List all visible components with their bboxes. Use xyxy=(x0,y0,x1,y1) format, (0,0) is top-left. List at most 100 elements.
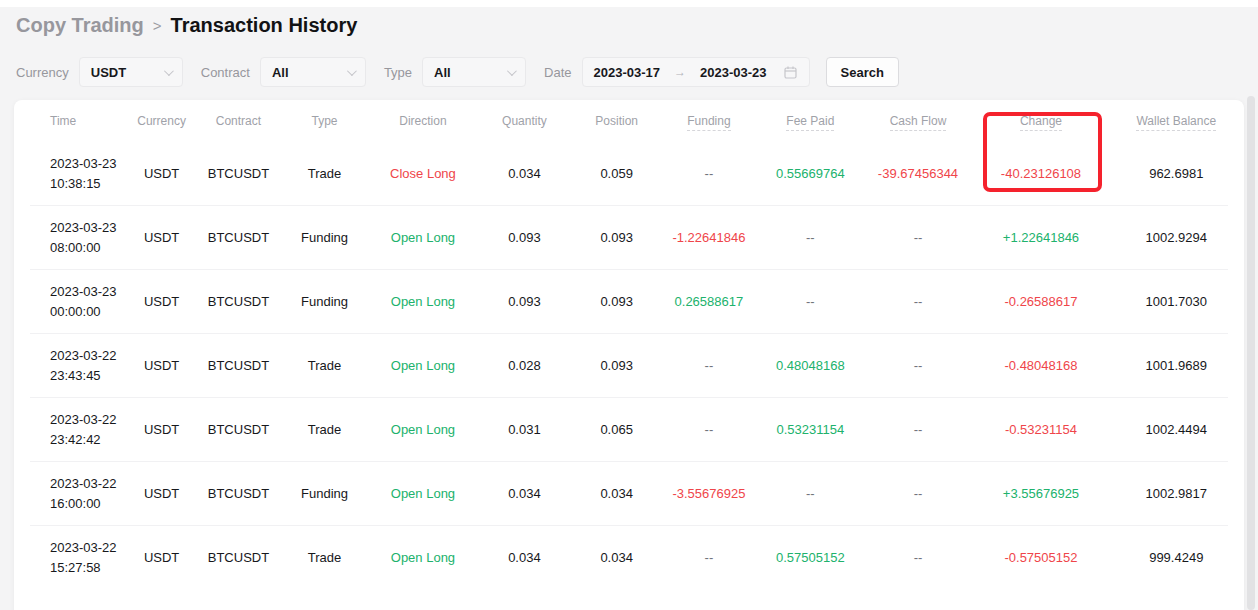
cell-quantity: 0.034 xyxy=(475,165,573,183)
cell-time-clock: 08:00:00 xyxy=(50,238,125,258)
cell-time-clock: 00:00:00 xyxy=(50,302,125,322)
cell-change: -40.23126108 xyxy=(973,165,1108,183)
column-header-label: Cash Flow xyxy=(890,114,947,131)
type-dropdown[interactable]: All xyxy=(422,57,526,87)
contract-dropdown-value: All xyxy=(272,65,289,80)
window-top-strip xyxy=(0,0,1258,7)
scrollbar-track xyxy=(1246,96,1256,610)
column-header-position: Position xyxy=(574,114,660,128)
cell-time: 2023-03-2310:38:15 xyxy=(14,154,125,194)
cell-change: -0.53231154 xyxy=(973,421,1108,439)
column-header-time: Time xyxy=(14,114,125,128)
column-header-label: Currency xyxy=(137,114,186,128)
cell-quantity: 0.034 xyxy=(475,485,573,503)
cell-contract: BTCUSDT xyxy=(198,357,278,375)
column-header-label: Type xyxy=(312,114,338,128)
cell-position: 0.065 xyxy=(574,421,660,439)
column-header-direction: Direction xyxy=(371,114,476,128)
cell-type: Funding xyxy=(278,485,370,503)
cell-time-clock: 10:38:15 xyxy=(50,174,125,194)
cell-direction: Open Long xyxy=(371,357,476,375)
cell-contract: BTCUSDT xyxy=(198,229,278,247)
cell-time-date: 2023-03-22 xyxy=(50,346,125,366)
cell-fee_paid: 0.53231154 xyxy=(758,421,863,439)
calendar-icon[interactable] xyxy=(783,65,798,80)
cell-position: 0.034 xyxy=(574,485,660,503)
cell-funding: -- xyxy=(660,165,758,183)
table-row: 2023-03-2308:00:00USDTBTCUSDTFundingOpen… xyxy=(14,206,1244,270)
cell-quantity: 0.093 xyxy=(475,293,573,311)
column-header-currency: Currency xyxy=(125,114,199,128)
column-header-cash_flow[interactable]: Cash Flow xyxy=(863,114,974,128)
page-title: Transaction History xyxy=(171,14,358,37)
cell-time: 2023-03-2223:42:42 xyxy=(14,410,125,450)
column-header-label: Time xyxy=(50,114,76,128)
column-header-contract: Contract xyxy=(198,114,278,128)
cell-wallet_balance: 999.4249 xyxy=(1109,549,1244,567)
column-header-change[interactable]: Change xyxy=(973,114,1108,128)
chevron-down-icon xyxy=(347,66,357,76)
cell-change: -0.26588617 xyxy=(973,293,1108,311)
cell-contract: BTCUSDT xyxy=(198,485,278,503)
column-header-wallet_balance[interactable]: Wallet Balance xyxy=(1109,114,1244,128)
vertical-scrollbar[interactable] xyxy=(1247,96,1255,610)
cell-currency: USDT xyxy=(125,421,199,439)
table-row: 2023-03-2223:43:45USDTBTCUSDTTradeOpen L… xyxy=(14,334,1244,398)
cell-wallet_balance: 1001.9689 xyxy=(1109,357,1244,375)
date-range-picker[interactable]: 2023-03-17 → 2023-03-23 xyxy=(582,57,810,87)
cell-time-clock: 23:43:45 xyxy=(50,366,125,386)
cell-change: +1.22641846 xyxy=(973,229,1108,247)
cell-quantity: 0.034 xyxy=(475,549,573,567)
cell-direction: Close Long xyxy=(371,165,476,183)
cell-contract: BTCUSDT xyxy=(198,293,278,311)
cell-time-date: 2023-03-22 xyxy=(50,474,125,494)
transaction-table-card: TimeCurrencyContractTypeDirectionQuantit… xyxy=(14,100,1244,610)
search-button[interactable]: Search xyxy=(826,57,899,87)
cell-funding: -- xyxy=(660,549,758,567)
filter-bar: Currency USDT Contract All Type All Date… xyxy=(16,57,899,87)
cell-time-date: 2023-03-23 xyxy=(50,282,125,302)
cell-time-clock: 23:42:42 xyxy=(50,430,125,450)
cell-position: 0.093 xyxy=(574,293,660,311)
date-start-value[interactable]: 2023-03-17 xyxy=(594,65,661,80)
breadcrumb-copy-trading-link[interactable]: Copy Trading xyxy=(16,14,144,37)
cell-time-date: 2023-03-23 xyxy=(50,218,125,238)
column-header-funding[interactable]: Funding xyxy=(660,114,758,128)
date-range-arrow: → xyxy=(674,65,686,79)
column-header-label: Position xyxy=(595,114,638,128)
column-header-label: Fee Paid xyxy=(786,114,834,131)
cell-fee_paid: -- xyxy=(758,229,863,247)
cell-cash_flow: -- xyxy=(863,485,974,503)
cell-position: 0.093 xyxy=(574,229,660,247)
currency-dropdown[interactable]: USDT xyxy=(79,57,183,87)
cell-wallet_balance: 1002.4494 xyxy=(1109,421,1244,439)
cell-time-date: 2023-03-22 xyxy=(50,538,125,558)
cell-contract: BTCUSDT xyxy=(198,421,278,439)
table-row: 2023-03-2310:38:15USDTBTCUSDTTradeClose … xyxy=(14,142,1244,206)
column-header-fee_paid[interactable]: Fee Paid xyxy=(758,114,863,128)
cell-wallet_balance: 1001.7030 xyxy=(1109,293,1244,311)
breadcrumb-separator: > xyxy=(153,17,162,34)
cell-type: Trade xyxy=(278,165,370,183)
cell-position: 0.093 xyxy=(574,357,660,375)
cell-change: +3.55676925 xyxy=(973,485,1108,503)
column-header-type: Type xyxy=(278,114,370,128)
date-end-value[interactable]: 2023-03-23 xyxy=(700,65,767,80)
cell-time: 2023-03-2308:00:00 xyxy=(14,218,125,258)
cell-fee_paid: -- xyxy=(758,485,863,503)
contract-filter-label: Contract xyxy=(201,65,250,80)
cell-funding: -3.55676925 xyxy=(660,485,758,503)
column-header-label: Direction xyxy=(399,114,446,128)
cell-currency: USDT xyxy=(125,549,199,567)
cell-type: Funding xyxy=(278,293,370,311)
cell-funding: -1.22641846 xyxy=(660,229,758,247)
cell-wallet_balance: 1002.9817 xyxy=(1109,485,1244,503)
cell-cash_flow: -- xyxy=(863,293,974,311)
chevron-down-icon xyxy=(164,66,174,76)
cell-cash_flow: -- xyxy=(863,549,974,567)
cell-direction: Open Long xyxy=(371,421,476,439)
cell-currency: USDT xyxy=(125,165,199,183)
cell-fee_paid: 0.55669764 xyxy=(758,165,863,183)
cell-change: -0.48048168 xyxy=(973,357,1108,375)
contract-dropdown[interactable]: All xyxy=(260,57,366,87)
